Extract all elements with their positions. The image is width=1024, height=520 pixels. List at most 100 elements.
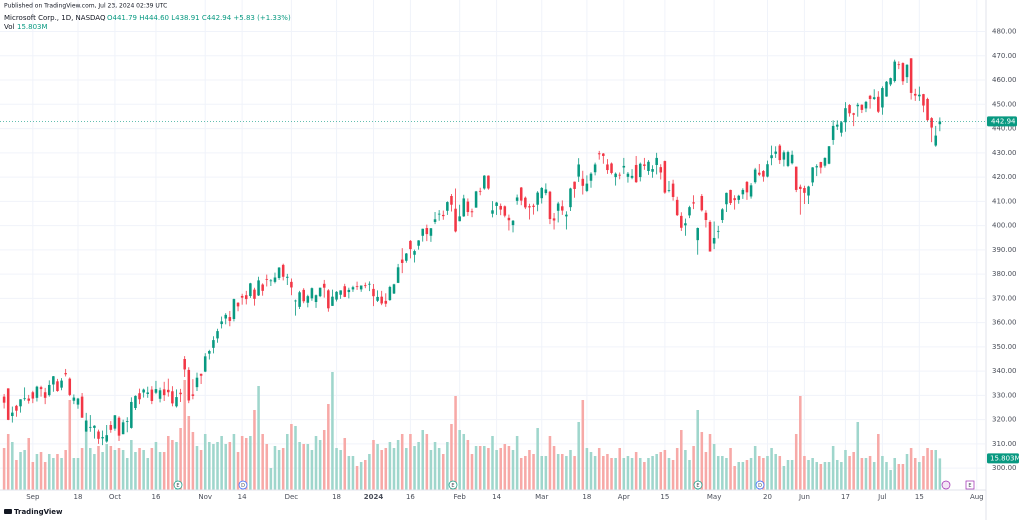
volume-bar bbox=[524, 456, 527, 490]
volume-bar bbox=[905, 454, 909, 490]
volume-bar bbox=[708, 434, 712, 490]
volume-bar bbox=[544, 456, 548, 490]
volume-bar bbox=[877, 434, 880, 490]
volume-bar bbox=[306, 444, 310, 490]
x-tick-label: May bbox=[707, 493, 721, 501]
candle-body bbox=[171, 391, 174, 404]
event-letter: D bbox=[241, 483, 245, 489]
x-tick-label: Apr bbox=[618, 493, 630, 501]
volume-bar bbox=[462, 434, 466, 490]
candle-body bbox=[425, 228, 429, 235]
volume-bar bbox=[774, 454, 777, 490]
candle-body bbox=[622, 165, 626, 168]
volume-bar bbox=[790, 460, 794, 490]
candle-body bbox=[19, 399, 22, 407]
candle-body bbox=[741, 189, 745, 195]
volume-bar bbox=[216, 442, 219, 490]
volume-bar bbox=[712, 444, 716, 490]
volume-bar bbox=[589, 452, 593, 490]
candle-body bbox=[487, 175, 490, 189]
volume-bar bbox=[614, 458, 617, 490]
x-tick-label: 18 bbox=[582, 493, 591, 501]
candle-body bbox=[544, 189, 548, 194]
volume-bar bbox=[885, 462, 888, 490]
volume-bar bbox=[807, 460, 810, 490]
candle-body bbox=[208, 351, 211, 354]
volume-bar bbox=[142, 450, 145, 490]
candle-body bbox=[413, 251, 416, 255]
candle-body bbox=[212, 340, 215, 348]
candle-body bbox=[733, 198, 736, 201]
candle-body bbox=[532, 205, 535, 207]
x-tick-label: 17 bbox=[841, 493, 850, 501]
candle-body bbox=[499, 205, 502, 210]
candle-body bbox=[93, 425, 96, 428]
x-tick-label: Aug bbox=[970, 493, 984, 501]
candle-body bbox=[614, 173, 617, 178]
volume-bar bbox=[659, 452, 663, 490]
x-tick-label: 20 bbox=[763, 493, 772, 501]
candle-body bbox=[257, 280, 260, 296]
volume-bar bbox=[643, 462, 646, 490]
candle-body bbox=[696, 228, 699, 241]
candle-body bbox=[138, 393, 141, 400]
y-tick-label: 300.00 bbox=[992, 464, 1017, 472]
candle-body bbox=[799, 186, 802, 189]
candle-body bbox=[675, 199, 679, 216]
y-tick-label: 470.00 bbox=[992, 52, 1017, 60]
volume-bar bbox=[569, 450, 572, 490]
volume-bar bbox=[203, 434, 207, 490]
candle-body bbox=[737, 195, 741, 200]
volume-bar bbox=[647, 458, 650, 490]
volume-bar bbox=[827, 462, 831, 490]
event-letter: E bbox=[176, 483, 179, 489]
candle-body bbox=[581, 178, 585, 186]
volume-bar bbox=[671, 460, 675, 490]
candle-body bbox=[433, 219, 437, 222]
volume-bar bbox=[138, 448, 141, 490]
candle-body bbox=[807, 186, 810, 196]
candle-body bbox=[400, 259, 404, 263]
candle-body bbox=[704, 212, 708, 221]
y-tick-label: 460.00 bbox=[992, 76, 1017, 84]
candle-body bbox=[729, 189, 732, 204]
candle-body bbox=[56, 381, 59, 392]
candle-body bbox=[860, 104, 864, 110]
candle-body bbox=[454, 208, 457, 232]
candle-body bbox=[507, 217, 511, 221]
candle-body bbox=[831, 125, 835, 140]
volume-bar bbox=[638, 458, 642, 490]
y-tick-label: 400.00 bbox=[992, 222, 1017, 230]
volume-bar bbox=[675, 448, 679, 490]
candle-body bbox=[146, 392, 150, 394]
candle-body bbox=[101, 437, 104, 439]
event-letter: E bbox=[451, 483, 454, 489]
candle-body bbox=[688, 207, 691, 216]
candle-body bbox=[134, 395, 137, 409]
y-tick-label: 420.00 bbox=[992, 173, 1017, 181]
volume-bar bbox=[80, 448, 84, 490]
x-tick-label: 16 bbox=[151, 493, 160, 501]
volume-bar bbox=[831, 446, 835, 490]
volume-bar bbox=[130, 440, 133, 490]
candle-body bbox=[166, 389, 170, 393]
volume-bar bbox=[6, 434, 10, 490]
volume-bar bbox=[31, 462, 35, 490]
candle-body bbox=[105, 435, 108, 442]
candle-body bbox=[339, 290, 342, 295]
volume-bar bbox=[396, 440, 400, 490]
volume-bar bbox=[421, 430, 425, 490]
candle-body bbox=[380, 296, 383, 304]
volume-bar bbox=[700, 432, 704, 490]
candle-body bbox=[844, 108, 847, 123]
candle-body bbox=[216, 331, 219, 339]
candle-body bbox=[503, 206, 507, 216]
candle-body bbox=[355, 286, 359, 288]
volume-bar bbox=[803, 456, 806, 490]
candle-body bbox=[199, 373, 203, 376]
alert-icon bbox=[941, 480, 951, 490]
event-letter: E bbox=[968, 483, 971, 489]
y-tick-label: 390.00 bbox=[992, 246, 1017, 254]
volume-bar bbox=[786, 460, 790, 490]
volume-bar bbox=[294, 426, 297, 490]
